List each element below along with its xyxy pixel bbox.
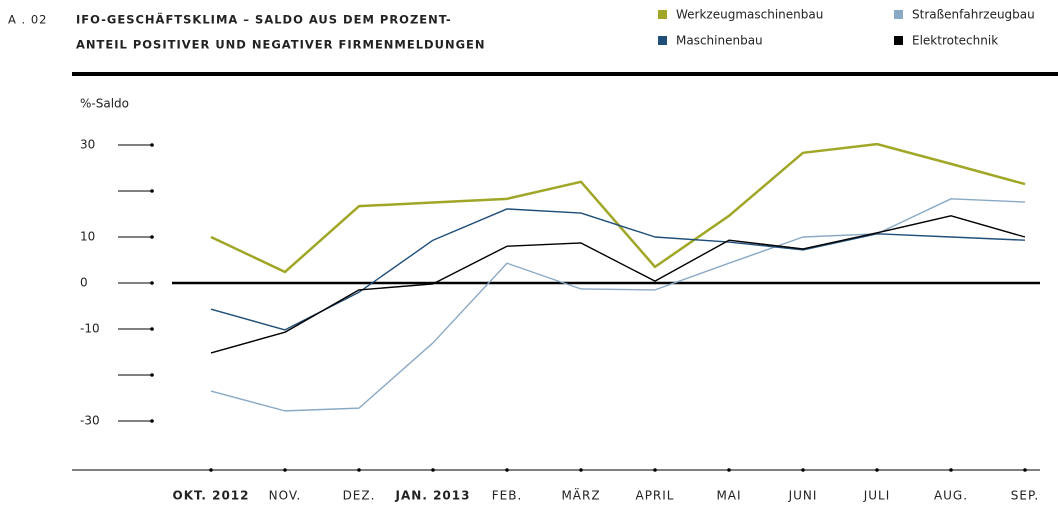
x-tick-label: APRIL bbox=[635, 489, 674, 503]
y-tick-dot bbox=[150, 327, 154, 331]
chart-title: ANTEIL POSITIVER UND NEGATIVER FIRMENMEL… bbox=[76, 38, 486, 52]
x-tick-label: OKT. 2012 bbox=[173, 489, 250, 503]
y-tick-dot bbox=[150, 143, 154, 147]
x-tick-dot bbox=[727, 468, 731, 472]
y-tick-dot bbox=[150, 281, 154, 285]
legend-label: Straßenfahrzeugbau bbox=[912, 8, 1035, 22]
y-tick-label: 30 bbox=[80, 138, 95, 152]
x-tick-dot bbox=[283, 468, 287, 472]
chart-title: IFO-GESCHÄFTSKLIMA – SALDO AUS DEM PROZE… bbox=[76, 12, 452, 27]
figure-label: A . 02 bbox=[8, 13, 47, 27]
x-tick-dot bbox=[431, 468, 435, 472]
x-tick-dot bbox=[209, 468, 213, 472]
x-tick-dot bbox=[579, 468, 583, 472]
legend-label: Maschinenbau bbox=[676, 34, 763, 48]
x-tick-dot bbox=[505, 468, 509, 472]
x-tick-label: DEZ. bbox=[343, 489, 376, 503]
x-tick-dot bbox=[801, 468, 805, 472]
y-tick-dot bbox=[150, 189, 154, 193]
legend-swatch bbox=[658, 10, 667, 19]
y-tick-label: -30 bbox=[80, 414, 100, 428]
x-tick-label: SEP. bbox=[1011, 489, 1039, 503]
y-tick-dot bbox=[150, 419, 154, 423]
y-tick-label: 10 bbox=[80, 230, 95, 244]
x-tick-label: AUG. bbox=[934, 489, 968, 503]
legend-label: Elektrotechnik bbox=[912, 34, 998, 48]
series-line bbox=[210, 142, 1026, 274]
legend-swatch bbox=[894, 10, 903, 19]
x-tick-label: JULI bbox=[863, 489, 891, 503]
y-tick-dot bbox=[150, 373, 154, 377]
x-tick-dot bbox=[653, 468, 657, 472]
x-tick-label: FEB. bbox=[492, 489, 523, 503]
y-tick-dot bbox=[150, 235, 154, 239]
series-line bbox=[210, 198, 1026, 412]
series-line bbox=[210, 215, 1026, 354]
x-tick-label: NOV. bbox=[269, 489, 302, 503]
legend-label: Werkzeugmaschinenbau bbox=[676, 8, 823, 22]
legend-swatch bbox=[894, 36, 903, 45]
legend-swatch bbox=[658, 36, 667, 45]
x-tick-dot bbox=[949, 468, 953, 472]
x-tick-dot bbox=[1023, 468, 1027, 472]
x-tick-label: MAI bbox=[716, 489, 741, 503]
x-tick-dot bbox=[357, 468, 361, 472]
x-tick-label: JUNI bbox=[788, 489, 818, 503]
x-tick-dot bbox=[875, 468, 879, 472]
x-tick-label: MÄRZ bbox=[561, 488, 600, 503]
y-tick-label: 0 bbox=[80, 276, 88, 290]
y-tick-label: -10 bbox=[80, 322, 100, 336]
series-line bbox=[210, 208, 1026, 331]
x-tick-label: JAN. 2013 bbox=[395, 489, 471, 503]
y-axis-label: %-Saldo bbox=[80, 97, 129, 111]
